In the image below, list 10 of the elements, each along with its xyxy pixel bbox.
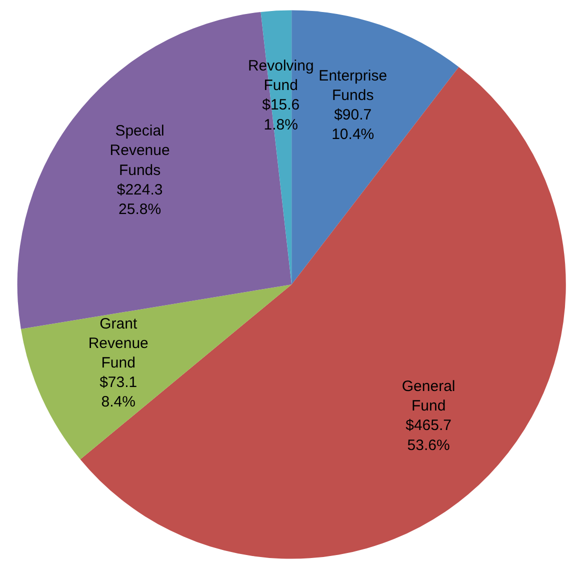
slice-label: Revolving Fund [248, 58, 314, 94]
data-label: $90.7 10.4% [332, 106, 374, 144]
slice-label: Special Revenue Funds [110, 122, 170, 179]
data-label: $465.7 53.6% [406, 417, 452, 454]
data-label: $73.1 8.4% [100, 374, 138, 411]
data-label: $15.6 1.8% [262, 96, 300, 134]
data-label: $224.3 25.8% [116, 181, 163, 218]
slice-label: Grant Revenue Fund [88, 315, 148, 372]
slice-label: Enterprise Funds [318, 67, 388, 104]
slice-label: General Fund [402, 378, 456, 415]
